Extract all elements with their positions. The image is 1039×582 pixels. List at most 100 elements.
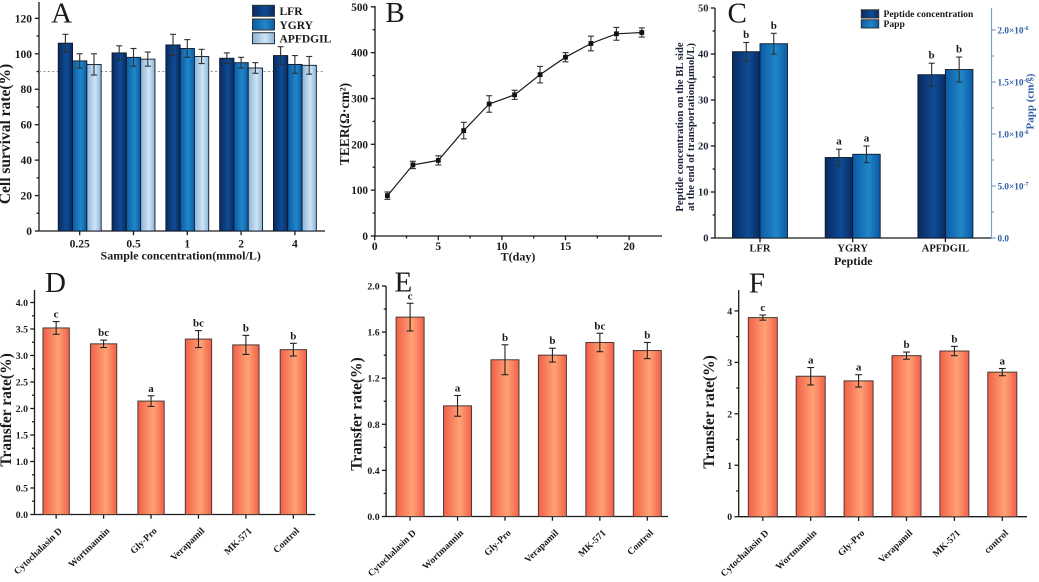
- svg-text:3.0: 3.0: [16, 351, 28, 362]
- svg-text:1: 1: [184, 238, 190, 250]
- svg-text:20: 20: [21, 191, 33, 203]
- svg-text:b: b: [771, 20, 777, 32]
- svg-text:b: b: [951, 333, 957, 345]
- svg-text:Transfer rate(%): Transfer rate(%): [701, 355, 718, 468]
- svg-text:a: a: [1000, 356, 1006, 368]
- svg-text:LFR: LFR: [750, 244, 771, 255]
- svg-text:b: b: [903, 339, 909, 351]
- svg-text:c: c: [54, 309, 59, 321]
- svg-text:0.5: 0.5: [16, 484, 28, 495]
- svg-text:a: a: [864, 133, 870, 145]
- svg-text:300: 300: [351, 94, 368, 106]
- svg-text:2: 2: [238, 238, 244, 250]
- svg-text:15: 15: [560, 241, 572, 253]
- svg-text:c: c: [408, 290, 413, 302]
- svg-text:Papp (cm/s): Papp (cm/s): [1025, 73, 1037, 129]
- svg-text:1.0: 1.0: [16, 457, 28, 468]
- svg-text:120: 120: [15, 13, 33, 25]
- svg-text:20: 20: [698, 142, 709, 153]
- svg-text:Cell survival rate(%): Cell survival rate(%): [0, 64, 14, 204]
- svg-text:1.0×10-6: 1.0×10-6: [998, 129, 1029, 139]
- svg-text:a: a: [856, 362, 862, 374]
- svg-text:Peptide: Peptide: [834, 254, 873, 268]
- svg-text:a: a: [836, 136, 842, 148]
- svg-text:1.6: 1.6: [367, 328, 379, 339]
- svg-text:at the end of transportation(μ: at the end of transportation(μmol/L): [685, 43, 697, 211]
- svg-text:C: C: [728, 0, 747, 30]
- svg-text:bc: bc: [594, 320, 605, 332]
- svg-text:0: 0: [26, 226, 32, 238]
- svg-text:0.8: 0.8: [367, 420, 379, 431]
- svg-text:TEER(Ω·cm²): TEER(Ω·cm²): [337, 83, 352, 165]
- svg-text:1.5×10-6: 1.5×10-6: [998, 77, 1029, 87]
- svg-text:4.0: 4.0: [16, 298, 28, 309]
- svg-text:1.5: 1.5: [16, 431, 28, 442]
- svg-text:40: 40: [698, 50, 709, 61]
- svg-text:0.25: 0.25: [70, 238, 90, 250]
- svg-text:2: 2: [727, 409, 732, 420]
- svg-text:10: 10: [496, 241, 508, 253]
- svg-text:E: E: [394, 267, 412, 299]
- svg-text:2.0: 2.0: [16, 404, 28, 415]
- svg-text:0.5: 0.5: [126, 238, 141, 250]
- svg-text:bc: bc: [193, 318, 204, 330]
- svg-text:Sample concentration(mmol/L): Sample concentration(mmol/L): [101, 249, 261, 263]
- svg-text:0.0: 0.0: [16, 510, 28, 521]
- svg-text:D: D: [45, 267, 66, 299]
- svg-text:LFR: LFR: [280, 6, 304, 18]
- svg-text:bc: bc: [98, 327, 109, 339]
- svg-text:0: 0: [362, 231, 368, 243]
- svg-text:40: 40: [21, 155, 33, 167]
- svg-text:b: b: [502, 332, 508, 344]
- svg-text:Transfer rate(%): Transfer rate(%): [349, 357, 366, 470]
- svg-text:60: 60: [21, 120, 33, 132]
- svg-text:A: A: [51, 0, 72, 29]
- svg-text:0.4: 0.4: [367, 466, 379, 477]
- svg-text:0.0: 0.0: [367, 512, 379, 523]
- svg-text:30: 30: [698, 96, 709, 107]
- svg-text:3.5: 3.5: [16, 325, 28, 336]
- svg-text:YGRY: YGRY: [280, 20, 314, 32]
- svg-text:b: b: [929, 50, 935, 62]
- svg-text:B: B: [385, 0, 404, 29]
- svg-text:4: 4: [727, 306, 732, 317]
- svg-text:b: b: [243, 322, 249, 334]
- svg-text:2.0×10-6: 2.0×10-6: [998, 25, 1029, 35]
- svg-text:b: b: [644, 330, 650, 342]
- svg-text:Transfer rate(%): Transfer rate(%): [0, 353, 15, 466]
- svg-text:b: b: [290, 330, 296, 342]
- svg-text:T(day): T(day): [501, 250, 536, 264]
- svg-text:b: b: [549, 335, 555, 347]
- svg-text:a: a: [148, 383, 154, 395]
- svg-text:80: 80: [21, 84, 33, 96]
- svg-text:APFDGIL: APFDGIL: [280, 34, 332, 46]
- svg-text:10: 10: [698, 188, 709, 199]
- svg-text:Peptide concentration: Peptide concentration: [884, 9, 974, 20]
- svg-text:200: 200: [351, 139, 368, 151]
- svg-text:100: 100: [15, 49, 33, 61]
- svg-text:500: 500: [351, 2, 368, 14]
- svg-text:0: 0: [727, 512, 732, 523]
- svg-text:3: 3: [727, 358, 732, 369]
- svg-text:2.5: 2.5: [16, 378, 28, 389]
- svg-text:2.0: 2.0: [367, 282, 379, 293]
- svg-text:YGRY: YGRY: [837, 244, 868, 255]
- svg-text:20: 20: [623, 241, 635, 253]
- svg-text:50: 50: [698, 4, 709, 15]
- svg-text:0.0: 0.0: [998, 234, 1010, 244]
- svg-text:b: b: [743, 29, 749, 41]
- svg-text:100: 100: [351, 185, 368, 197]
- svg-text:Peptide concentration on the B: Peptide concentration on the BL side: [674, 42, 686, 212]
- svg-text:0: 0: [372, 241, 378, 253]
- svg-text:a: a: [808, 355, 814, 367]
- svg-text:0: 0: [703, 234, 708, 245]
- svg-text:Papp: Papp: [884, 19, 905, 30]
- svg-text:5: 5: [435, 241, 441, 253]
- svg-text:5.0×10-7: 5.0×10-7: [998, 181, 1029, 191]
- svg-text:1: 1: [727, 461, 732, 472]
- svg-text:400: 400: [351, 48, 368, 60]
- svg-text:4: 4: [292, 238, 298, 250]
- svg-text:b: b: [956, 44, 962, 56]
- svg-text:1.2: 1.2: [367, 374, 379, 385]
- svg-text:a: a: [455, 383, 461, 395]
